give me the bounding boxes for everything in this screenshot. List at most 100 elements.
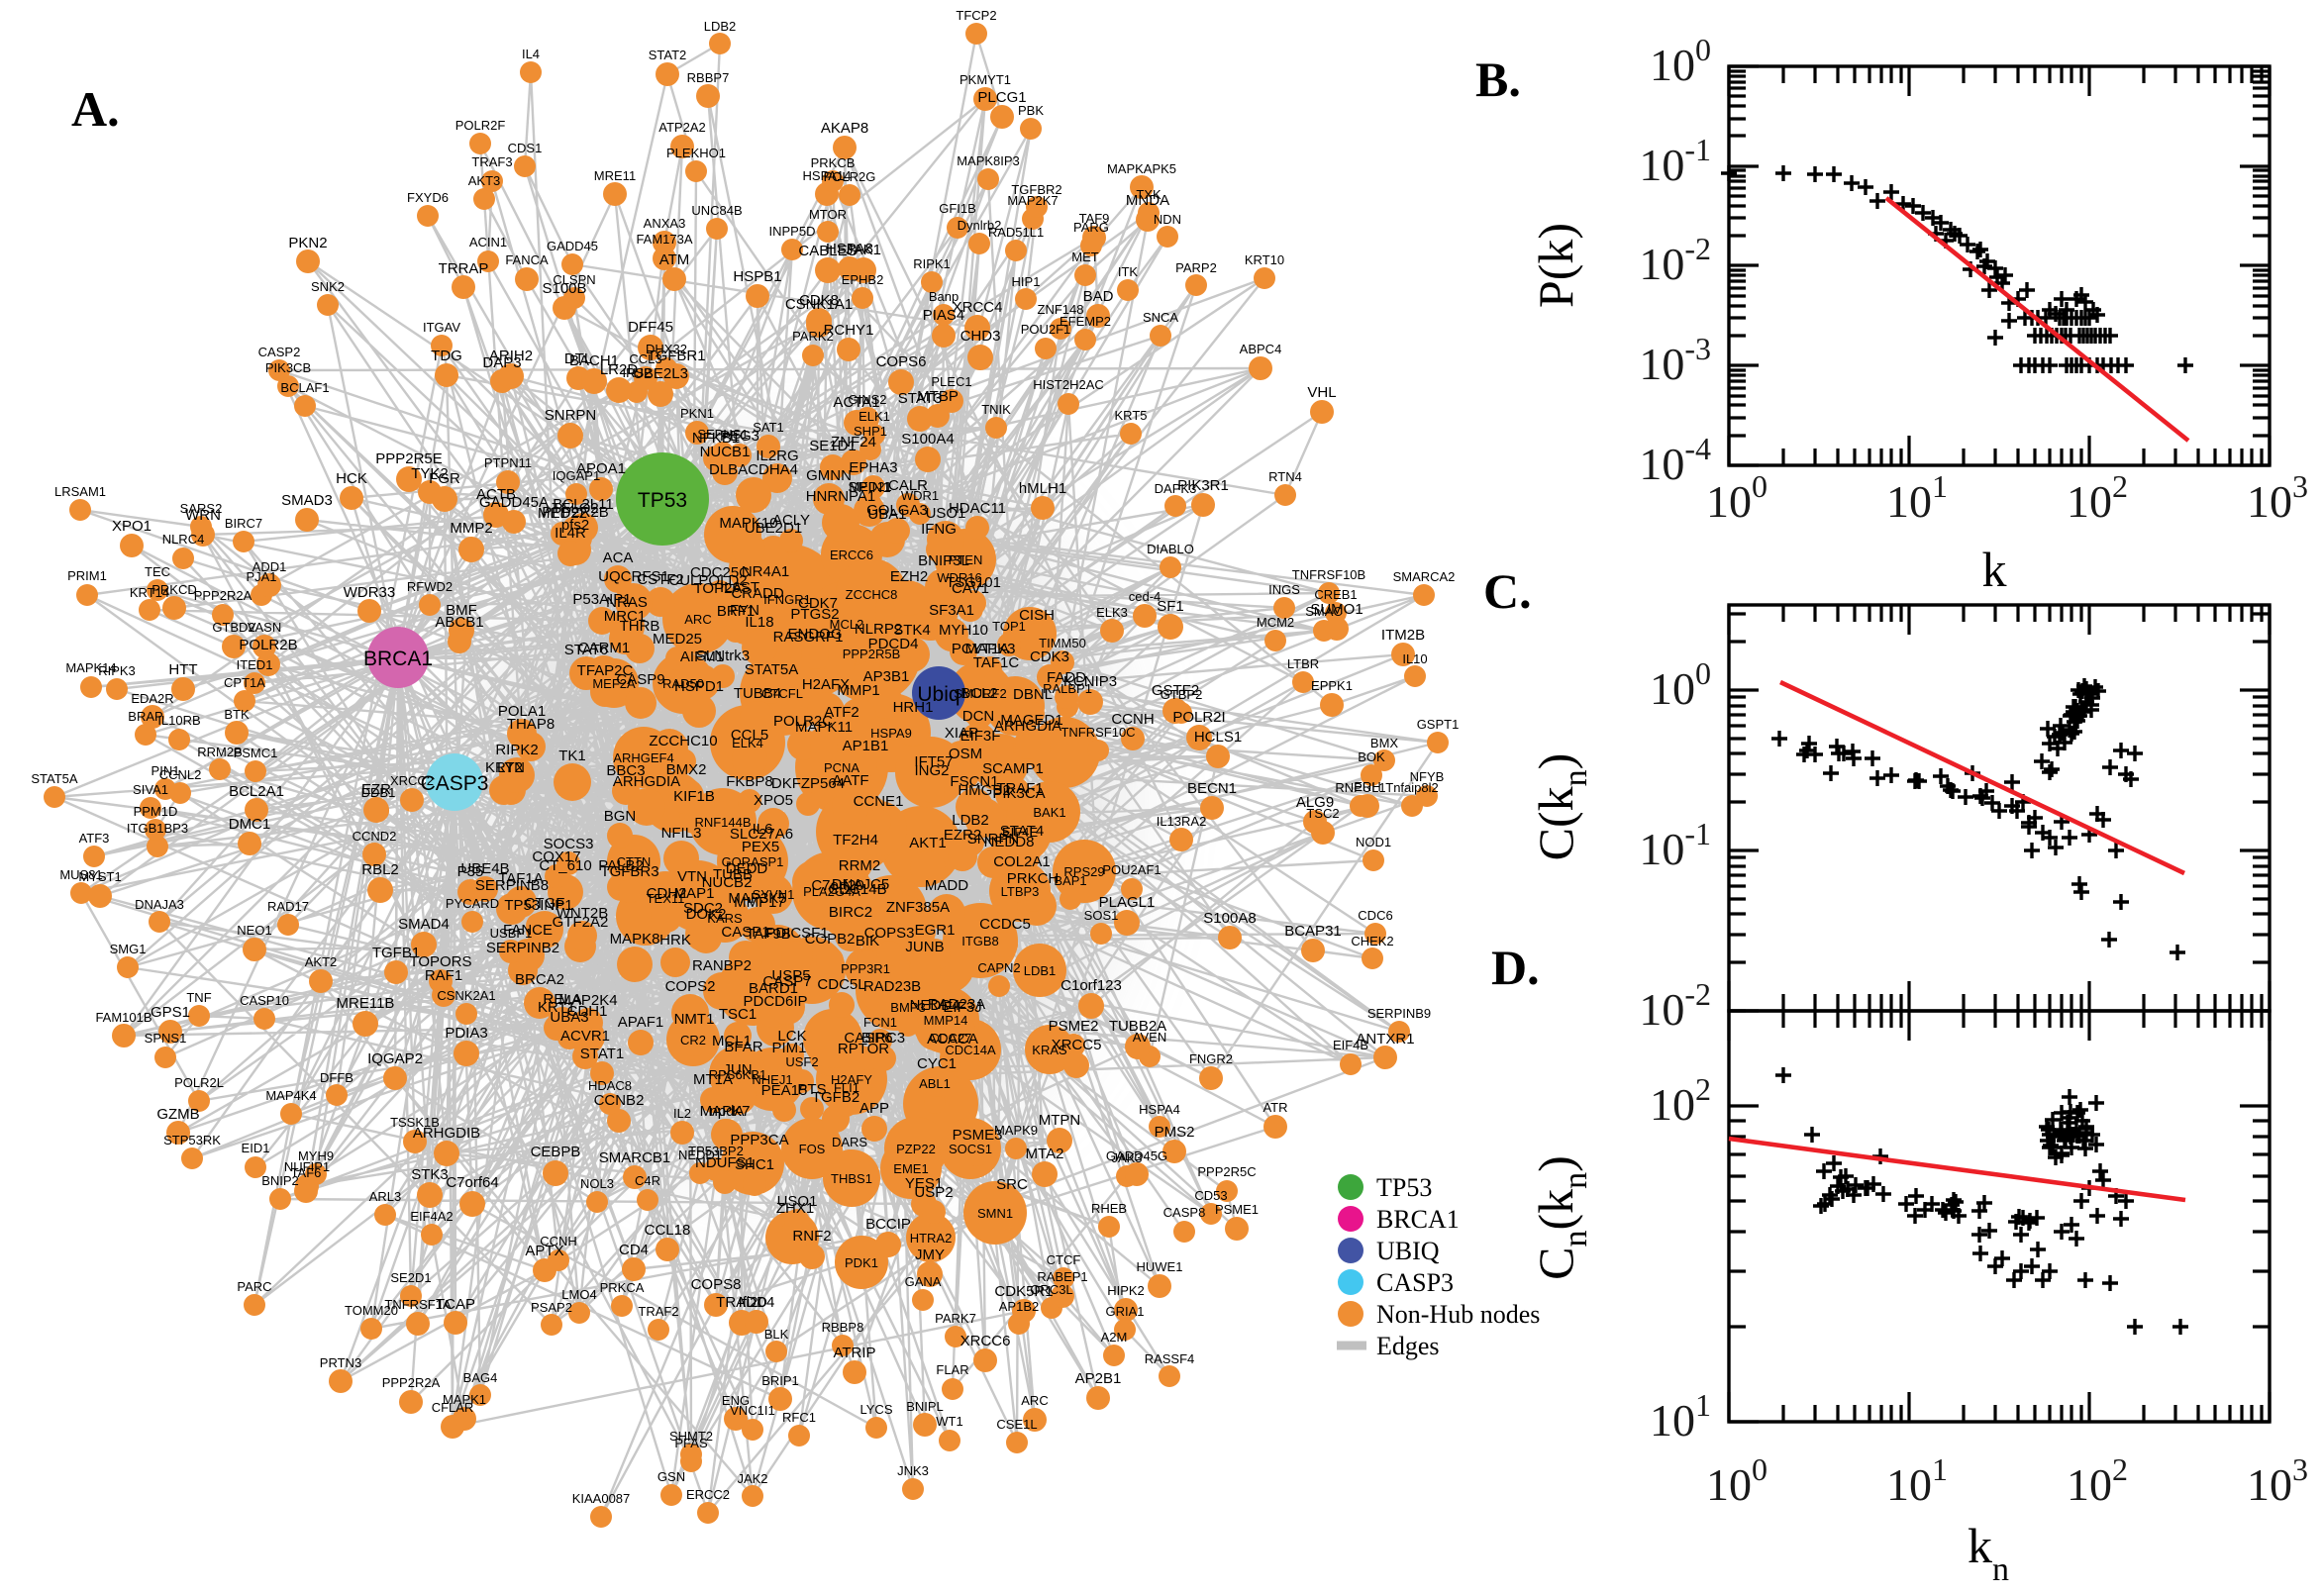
svg-text:GADD45: GADD45 xyxy=(547,239,598,253)
svg-text:TGFB2: TGFB2 xyxy=(812,1089,859,1106)
svg-text:JUNB: JUNB xyxy=(905,939,944,955)
svg-text:PARK2: PARK2 xyxy=(792,329,834,344)
svg-text:NDUFS1: NDUFS1 xyxy=(695,1154,755,1171)
svg-text:H2AFY: H2AFY xyxy=(831,1072,872,1087)
svg-text:ABL1: ABL1 xyxy=(919,1076,951,1091)
svg-text:TOP1: TOP1 xyxy=(992,619,1026,634)
svg-text:CCND2: CCND2 xyxy=(353,829,397,844)
svg-text:USP5: USP5 xyxy=(771,967,810,984)
svg-text:BFAR: BFAR xyxy=(724,1039,762,1055)
svg-text:GSN: GSN xyxy=(657,1469,685,1484)
svg-text:EFEMP2: EFEMP2 xyxy=(1060,314,1111,329)
svg-text:AKAP8: AKAP8 xyxy=(821,120,868,137)
svg-text:CYC1: CYC1 xyxy=(917,1055,957,1072)
svg-text:UBE2L3: UBE2L3 xyxy=(633,365,688,382)
svg-text:TF2H4: TF2H4 xyxy=(833,832,878,848)
svg-text:BAP1: BAP1 xyxy=(1054,873,1086,888)
svg-text:GTF2A2: GTF2A2 xyxy=(553,914,609,931)
svg-text:RPTOR: RPTOR xyxy=(838,1041,889,1057)
svg-text:BLK: BLK xyxy=(764,1327,789,1342)
svg-text:PARP2: PARP2 xyxy=(1175,260,1217,275)
svg-text:TNFRSF10B: TNFRSF10B xyxy=(1292,567,1365,582)
svg-text:AP3B1: AP3B1 xyxy=(863,668,910,685)
svg-text:JAK2: JAK2 xyxy=(737,1471,767,1486)
svg-text:RAD51L1: RAD51L1 xyxy=(988,225,1044,240)
svg-text:TELO2: TELO2 xyxy=(552,500,599,517)
svg-text:IL6ST: IL6ST xyxy=(720,579,759,596)
svg-text:PEG3: PEG3 xyxy=(720,428,759,445)
svg-text:BMF: BMF xyxy=(446,602,477,619)
svg-text:DCN: DCN xyxy=(962,708,995,725)
svg-text:BACH1: BACH1 xyxy=(569,352,619,369)
svg-text:AKT2: AKT2 xyxy=(305,954,338,969)
svg-text:SYVN1: SYVN1 xyxy=(753,887,795,902)
svg-text:RCHY1: RCHY1 xyxy=(824,322,874,339)
svg-text:BGN: BGN xyxy=(604,808,637,825)
svg-text:AIFM1: AIFM1 xyxy=(680,648,724,665)
svg-text:EIF4B: EIF4B xyxy=(1333,1038,1368,1052)
svg-text:DLBACDHA4: DLBACDHA4 xyxy=(709,461,798,478)
svg-text:THAP8: THAP8 xyxy=(507,716,555,733)
svg-text:CREB1: CREB1 xyxy=(1314,587,1357,602)
svg-text:CDK5R1: CDK5R1 xyxy=(994,1283,1053,1300)
svg-text:CCNE1: CCNE1 xyxy=(854,793,904,810)
svg-text:BIRC3: BIRC3 xyxy=(861,1030,905,1047)
svg-text:PLA2G4A: PLA2G4A xyxy=(803,884,860,899)
svg-text:TNIK: TNIK xyxy=(981,402,1011,417)
svg-text:KRT10: KRT10 xyxy=(1245,252,1284,267)
svg-text:PDK1: PDK1 xyxy=(845,1255,878,1270)
svg-text:TSG101: TSG101 xyxy=(946,574,1001,591)
svg-text:STAT5A: STAT5A xyxy=(745,661,798,678)
svg-text:MAPK1: MAPK1 xyxy=(443,1392,486,1407)
svg-text:FOS: FOS xyxy=(799,1142,826,1156)
svg-text:PPP3CA: PPP3CA xyxy=(730,1132,788,1148)
svg-text:hMLH1: hMLH1 xyxy=(1019,480,1066,497)
svg-text:TGFBR1: TGFBR1 xyxy=(647,348,705,364)
svg-text:RBBP8: RBBP8 xyxy=(822,1320,864,1335)
svg-text:CTCF: CTCF xyxy=(1047,1252,1081,1267)
svg-text:KRT5: KRT5 xyxy=(1115,408,1148,423)
svg-text:SLC27A6: SLC27A6 xyxy=(730,826,793,843)
svg-text:ENDOG: ENDOG xyxy=(787,626,842,643)
svg-text:CASP9: CASP9 xyxy=(616,671,664,688)
svg-text:PTPN11: PTPN11 xyxy=(484,455,532,470)
svg-text:MAPKAPK5: MAPKAPK5 xyxy=(1107,161,1176,176)
svg-text:A2M: A2M xyxy=(1101,1330,1128,1345)
svg-text:WT1: WT1 xyxy=(936,1414,962,1429)
svg-text:NEDD8: NEDD8 xyxy=(984,834,1035,850)
svg-text:RNPUL1: RNPUL1 xyxy=(1335,780,1385,795)
svg-text:NOD1: NOD1 xyxy=(1356,835,1391,849)
svg-text:EPPK1: EPPK1 xyxy=(1311,678,1353,693)
svg-text:ACVR1: ACVR1 xyxy=(560,1028,610,1045)
svg-text:CALR: CALR xyxy=(888,477,928,494)
svg-text:100: 100 xyxy=(1650,32,1711,90)
svg-text:XRCC4: XRCC4 xyxy=(953,299,1003,316)
svg-text:TEC: TEC xyxy=(145,564,170,579)
svg-text:GTBD2: GTBD2 xyxy=(212,620,254,635)
svg-text:FANCE: FANCE xyxy=(503,922,553,939)
svg-text:ced-4: ced-4 xyxy=(1129,589,1162,604)
svg-text:SLNtrk3: SLNtrk3 xyxy=(696,648,750,664)
svg-text:SOCS1: SOCS1 xyxy=(949,1142,992,1156)
svg-text:MAP4K4: MAP4K4 xyxy=(265,1088,316,1103)
svg-text:USO1: USO1 xyxy=(926,505,966,522)
svg-text:PLEKHO1: PLEKHO1 xyxy=(666,146,726,160)
svg-text:TNFRSF10C: TNFRSF10C xyxy=(1060,725,1135,740)
svg-text:TP53INP1: TP53INP1 xyxy=(504,897,572,914)
svg-text:SMG1: SMG1 xyxy=(110,942,147,956)
svg-text:PRKCB: PRKCB xyxy=(811,155,856,170)
svg-text:PEX5: PEX5 xyxy=(742,839,779,855)
svg-text:VNC1I1: VNC1I1 xyxy=(730,1403,775,1418)
svg-text:BIRC2: BIRC2 xyxy=(829,904,872,921)
svg-text:MYST1: MYST1 xyxy=(78,869,121,884)
svg-text:100: 100 xyxy=(1706,1451,1768,1510)
svg-text:AKT3: AKT3 xyxy=(468,173,501,188)
svg-text:ELK3: ELK3 xyxy=(1096,605,1128,620)
svg-text:ACLY: ACLY xyxy=(772,512,810,529)
svg-text:SCAMP1: SCAMP1 xyxy=(982,760,1044,777)
svg-text:RANBP2: RANBP2 xyxy=(692,957,752,974)
svg-text:CCL3: CCL3 xyxy=(629,351,661,366)
svg-text:XPO5: XPO5 xyxy=(754,792,793,809)
svg-text:PDIA3: PDIA3 xyxy=(445,1025,487,1042)
svg-text:PSAP2: PSAP2 xyxy=(531,1300,572,1315)
